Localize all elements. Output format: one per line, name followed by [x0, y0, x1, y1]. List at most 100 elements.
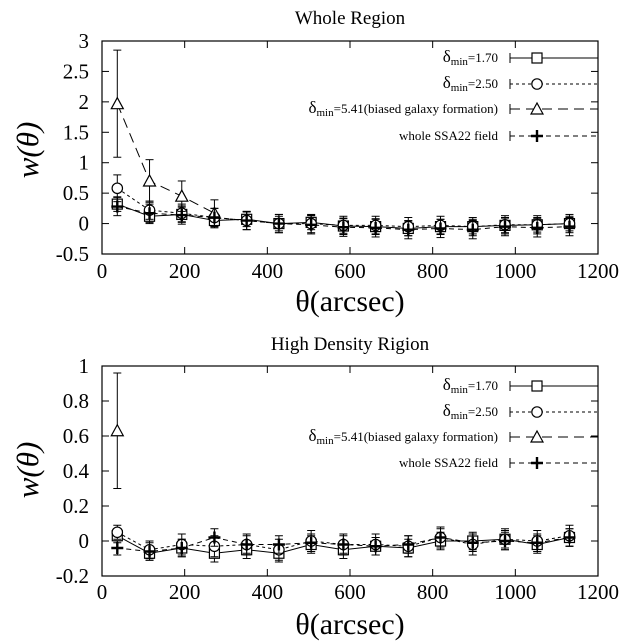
y-tick-label: 0	[79, 529, 90, 553]
y-tick-label: -0.5	[56, 242, 89, 266]
data-point	[272, 538, 285, 551]
data-point	[434, 531, 447, 544]
data-point	[240, 538, 253, 551]
data-point	[337, 221, 350, 234]
y-tick-label: 1	[79, 151, 90, 175]
data-point	[142, 173, 157, 187]
plot-frame	[101, 40, 599, 255]
y-tick-label: 3	[79, 29, 90, 53]
chart-title: Whole Region	[295, 8, 406, 29]
legend-marker	[531, 78, 543, 90]
x-tick-label: 400	[252, 580, 284, 604]
legend-entry: δmin=1.70	[443, 47, 599, 68]
legend-marker	[529, 101, 545, 115]
data-point	[466, 223, 479, 236]
data-point	[208, 531, 221, 544]
data-point	[499, 535, 511, 547]
y-tick-label: 0.6	[63, 424, 89, 448]
legend-marker	[531, 130, 543, 142]
legend-label: whole SSA22 field	[399, 128, 498, 143]
series-line	[117, 531, 570, 551]
x-tick-label: 600	[334, 259, 366, 283]
data-point	[174, 188, 189, 202]
y-tick-label: 0	[79, 212, 90, 236]
x-tick-label: 200	[169, 580, 201, 604]
x-tick-label: 0	[97, 580, 108, 604]
legend-entry: δmin=2.50	[443, 401, 599, 422]
y-tick-label: 0.8	[63, 389, 89, 413]
chart-panel-1: Whole Region 0 200 400 600 800 1000 1200 -0.5 0 0.…	[10, 8, 619, 318]
x-tick-label: 1000	[494, 580, 536, 604]
x-tick-label: 1200	[577, 580, 619, 604]
legend-marker	[531, 457, 543, 469]
legend-label: δmin=2.50	[443, 73, 498, 94]
y-tick-label: 2.5	[63, 59, 89, 83]
y-tick-label: 0.5	[63, 181, 89, 205]
legend-entry: δmin=1.70	[443, 375, 599, 396]
data-point	[337, 538, 350, 551]
data-point	[563, 220, 576, 233]
data-point	[240, 214, 253, 227]
x-tick-label: 800	[417, 259, 449, 283]
data-point	[531, 536, 544, 549]
series-3	[110, 49, 222, 228]
legend-entry: δmin=2.50	[443, 73, 599, 94]
y-tick-label: 1.5	[63, 120, 89, 144]
legend-marker	[531, 52, 543, 64]
legend-marker	[531, 406, 543, 418]
data-point	[402, 223, 415, 236]
data-point	[499, 220, 511, 233]
legend: δmin=1.70 δmin=2.50 δmin=5.41(biased galax…	[308, 47, 599, 143]
x-tick-label: 200	[169, 259, 201, 283]
x-axis-label: θ(arcsec)	[295, 608, 404, 641]
legend-label: δmin=1.70	[443, 375, 498, 396]
legend: δmin=1.70 δmin=2.50 δmin=5.41(biased galax…	[308, 375, 599, 470]
x-tick-label: 0	[97, 259, 108, 283]
data-point	[175, 209, 188, 222]
data-point	[111, 526, 124, 539]
legend-label: δmin=1.70	[443, 47, 498, 68]
data-point	[466, 536, 479, 549]
series-3	[110, 372, 125, 489]
y-tick-label: 1	[79, 354, 90, 378]
legend-label: whole SSA22 field	[399, 455, 498, 470]
series-4	[111, 528, 576, 561]
legend-entry: whole SSA22 field	[399, 128, 599, 143]
x-tick-label: 600	[334, 580, 366, 604]
x-tick-label: 1200	[577, 259, 619, 283]
data-point	[402, 538, 415, 551]
y-tick-label: 0.2	[63, 494, 89, 518]
legend-label: δmin=5.41(biased galaxy formation)	[308, 98, 498, 119]
data-point	[305, 536, 318, 549]
data-point	[110, 423, 125, 437]
data-point	[110, 96, 125, 110]
data-point	[143, 545, 156, 558]
y-tick-label: 0.4	[63, 459, 90, 483]
data-point	[434, 222, 447, 235]
series-line	[117, 187, 570, 228]
y-tick-label: -0.2	[56, 564, 89, 588]
data-point	[369, 221, 382, 234]
chart-panel-2: High Density Rigion 0 200 400 600 800 1000 1200…	[10, 334, 619, 641]
x-tick-label: 1000	[494, 259, 536, 283]
x-axis-label: θ(arcsec)	[295, 285, 404, 318]
data-point	[369, 540, 382, 553]
series-2	[111, 524, 576, 561]
data-point	[208, 211, 221, 224]
data-point	[531, 221, 544, 234]
y-tick-label: 2	[79, 90, 90, 114]
legend-label: δmin=2.50	[443, 401, 498, 422]
data-point	[563, 531, 576, 544]
legend-label: δmin=5.41(biased galaxy formation)	[308, 426, 498, 447]
legend-entry: δmin=5.41(biased galaxy formation)	[308, 426, 599, 447]
y-axis-label: w(θ)	[10, 442, 45, 499]
data-point	[272, 217, 285, 230]
legend-entry: δmin=5.41(biased galaxy formation)	[308, 98, 599, 119]
series-line	[116, 103, 215, 214]
data-point	[175, 542, 188, 554]
data-point	[305, 218, 318, 231]
x-tick-label: 400	[252, 259, 284, 283]
legend-marker	[529, 429, 545, 443]
data-point	[111, 200, 124, 213]
